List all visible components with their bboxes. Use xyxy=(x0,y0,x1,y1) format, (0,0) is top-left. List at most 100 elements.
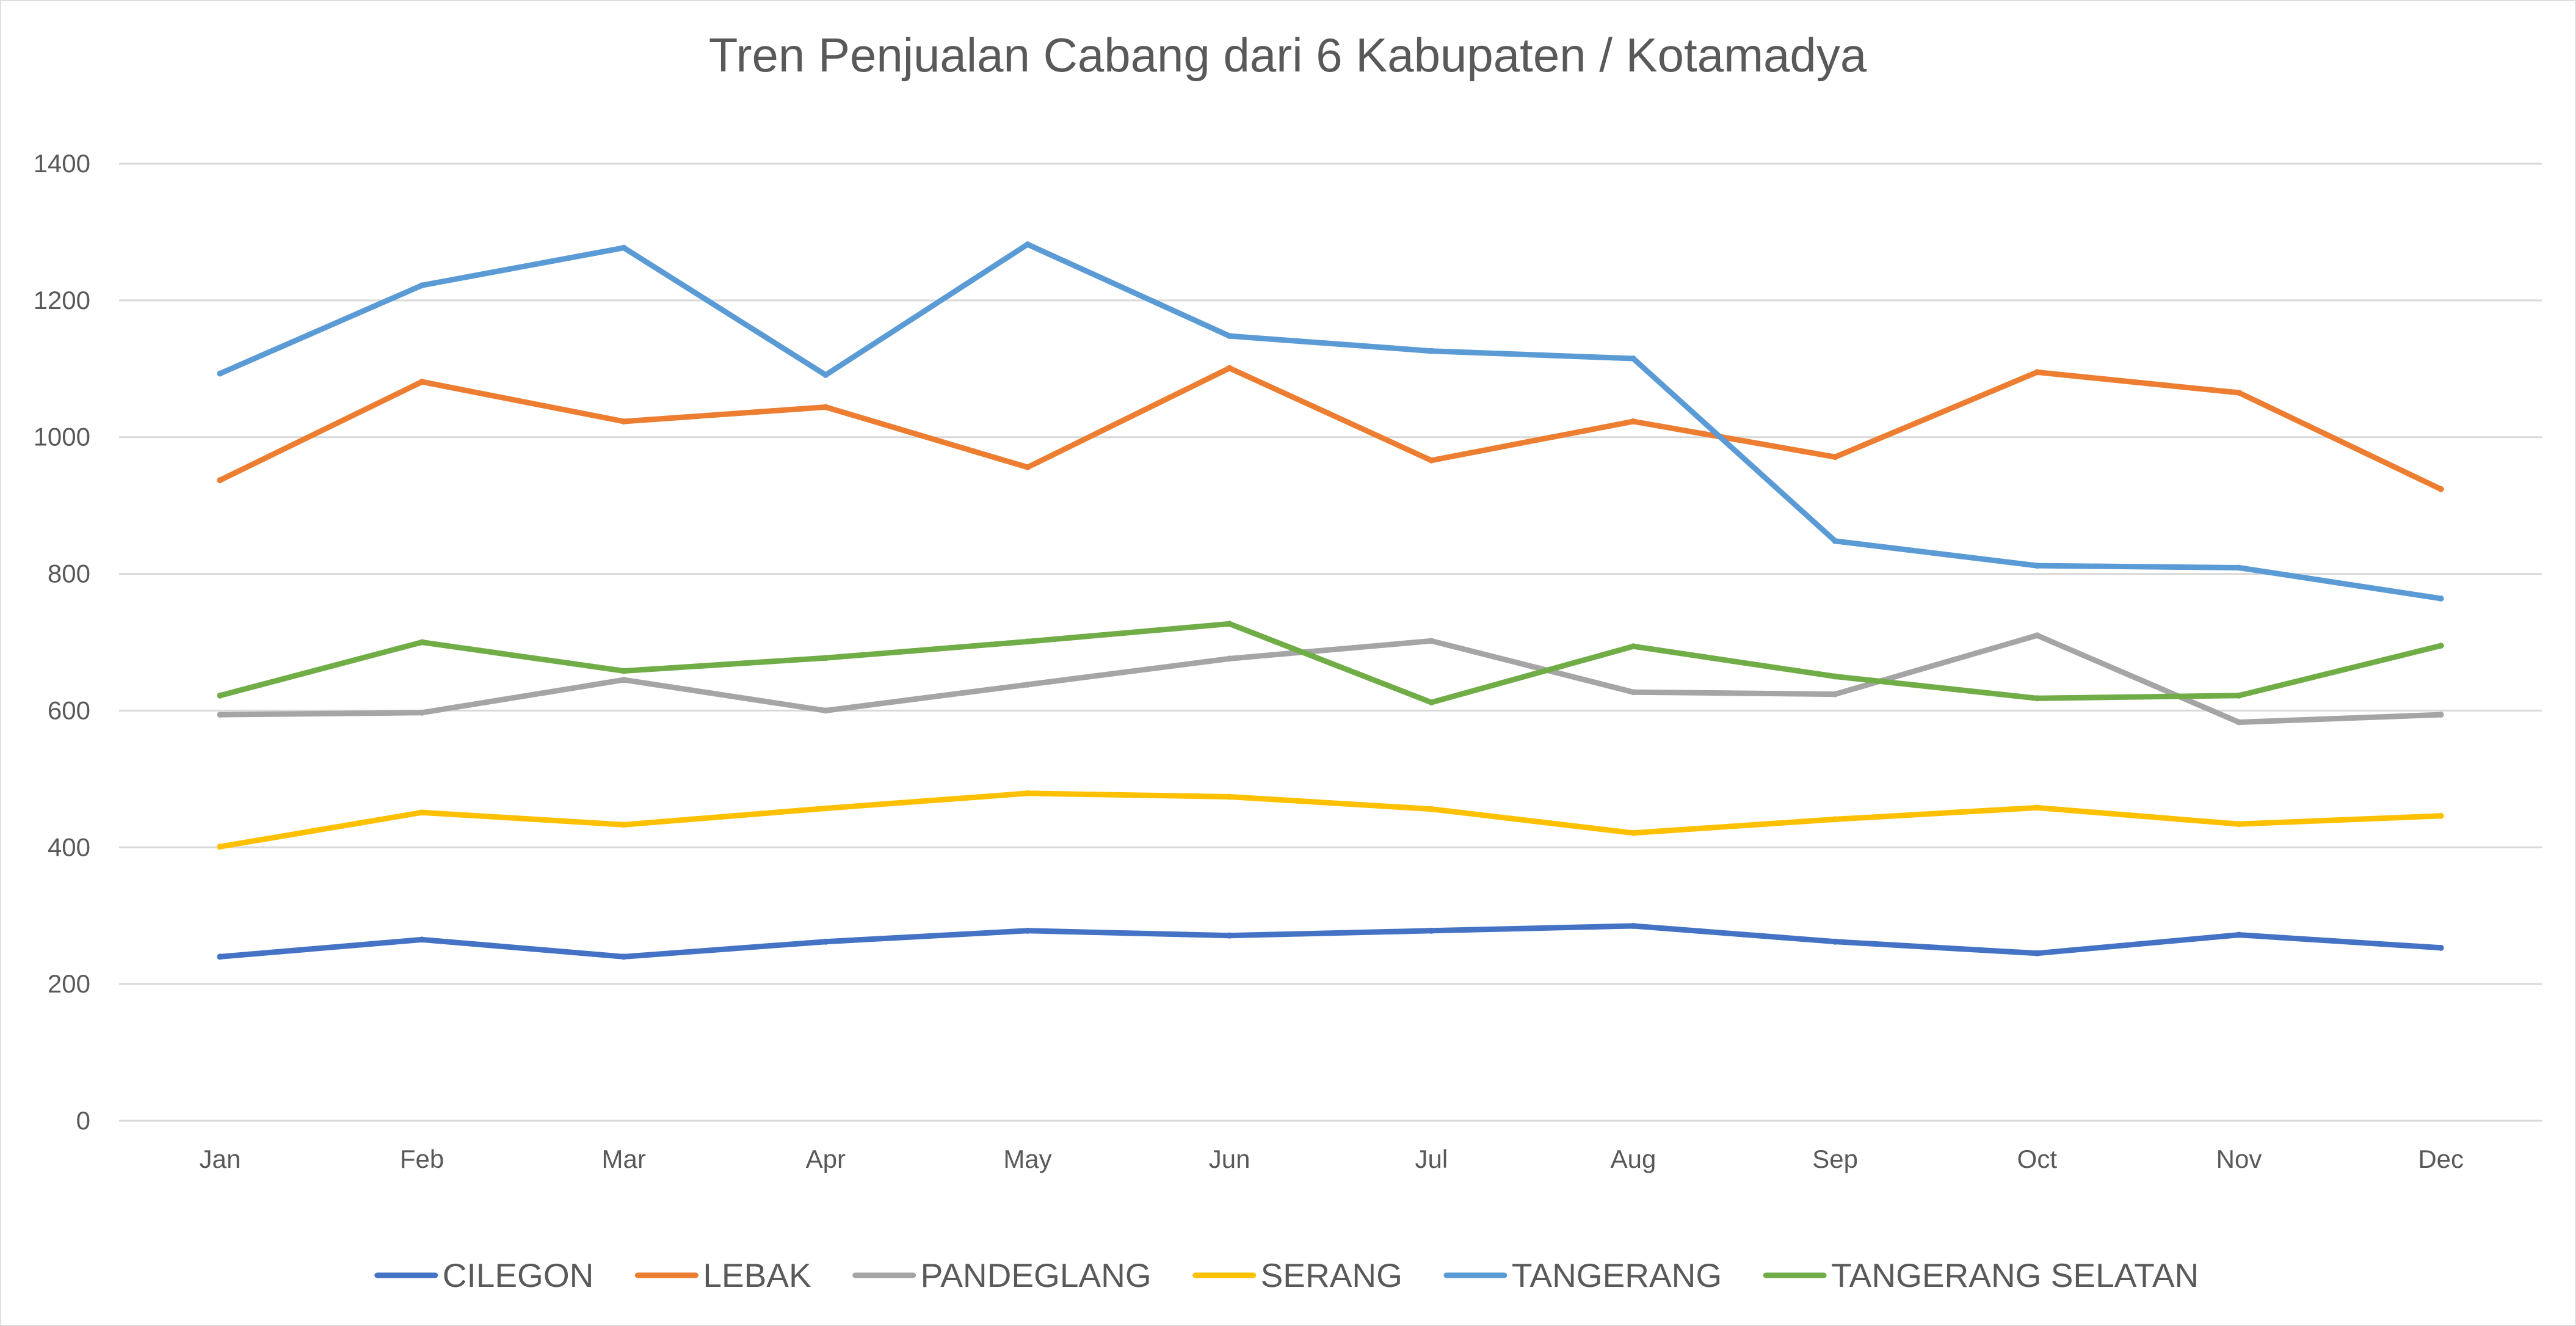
data-point xyxy=(419,639,425,646)
x-tick-label: Nov xyxy=(2216,1145,2262,1173)
data-point xyxy=(620,821,627,828)
series-line-lebak xyxy=(217,365,2444,492)
data-point xyxy=(2236,692,2242,699)
legend-label: CILEGON xyxy=(443,1256,594,1294)
data-point xyxy=(2236,389,2242,396)
y-tick-label: 1200 xyxy=(34,286,90,315)
data-point xyxy=(1428,348,1435,354)
data-point xyxy=(2236,719,2242,726)
data-point xyxy=(1428,457,1435,464)
data-point xyxy=(2034,563,2041,569)
x-tick-label: Jan xyxy=(199,1145,241,1173)
data-point xyxy=(2437,643,2444,649)
data-point xyxy=(419,936,425,943)
data-point xyxy=(1832,938,1838,945)
data-point xyxy=(1428,927,1435,934)
data-point xyxy=(620,668,627,674)
data-point xyxy=(620,953,627,960)
series-line-serang xyxy=(217,790,2444,850)
data-point xyxy=(1226,333,1233,340)
x-tick-label: Apr xyxy=(806,1145,846,1173)
data-point xyxy=(217,370,223,377)
data-point xyxy=(2437,486,2444,492)
data-point xyxy=(1630,643,1636,650)
y-tick-label: 600 xyxy=(48,696,90,724)
x-tick-label: May xyxy=(1003,1145,1051,1173)
y-axis-tick-labels: 0 200 400 600 800 1000 1200 1400 xyxy=(34,149,90,1135)
data-point xyxy=(2034,950,2041,956)
data-point xyxy=(2437,712,2444,718)
data-point xyxy=(1630,418,1636,424)
series-line-tangerang-selatan xyxy=(217,621,2444,705)
data-point xyxy=(822,371,829,378)
data-point xyxy=(2034,369,2041,376)
x-axis-tick-labels: Jan Feb Mar Apr May Jun Jul Aug Sep Oct Nov Dec xyxy=(199,1145,2464,1173)
data-point xyxy=(2437,812,2444,819)
data-point xyxy=(1832,816,1838,823)
data-point xyxy=(2236,564,2242,571)
data-point xyxy=(1630,355,1636,362)
legend-label: PANDEGLANG xyxy=(921,1256,1152,1294)
data-point xyxy=(1226,932,1233,939)
data-point xyxy=(1226,365,1233,371)
series-line-pandeglang xyxy=(217,632,2444,725)
data-point xyxy=(822,805,829,812)
series-line-cilegon xyxy=(217,923,2444,960)
data-point xyxy=(2236,931,2242,938)
chart-title: Tren Penjualan Cabang dari 6 Kabupaten /… xyxy=(709,28,1867,82)
data-point xyxy=(419,282,425,289)
data-point xyxy=(2437,595,2444,602)
data-point xyxy=(1630,689,1636,696)
x-tick-label: Sep xyxy=(1812,1145,1858,1173)
data-point xyxy=(1428,699,1435,705)
data-point xyxy=(1832,454,1838,461)
legend: CILEGON LEBAK PANDEGLANG SERANG TANGERANG TAN… xyxy=(374,1256,2199,1294)
data-point xyxy=(822,707,829,714)
x-tick-label: Mar xyxy=(601,1145,645,1173)
data-point xyxy=(1025,790,1031,796)
data-point xyxy=(419,379,425,385)
x-tick-label: Feb xyxy=(400,1145,444,1173)
legend-label: TANGERANG SELATAN xyxy=(1831,1256,2199,1294)
data-point xyxy=(822,655,829,661)
data-point xyxy=(1025,681,1031,688)
data-point xyxy=(2034,695,2041,702)
data-point xyxy=(620,418,627,424)
data-point xyxy=(1832,537,1838,544)
y-tick-label: 400 xyxy=(48,832,90,861)
x-tick-label: Jul xyxy=(1415,1145,1448,1173)
data-point xyxy=(217,953,223,960)
data-point xyxy=(1630,923,1636,930)
series-line-tangerang xyxy=(217,241,2444,602)
y-tick-label: 0 xyxy=(76,1106,90,1135)
x-tick-label: Oct xyxy=(2017,1145,2058,1173)
x-tick-label: Jun xyxy=(1209,1145,1250,1173)
series-lines xyxy=(217,241,2444,960)
data-point xyxy=(217,692,223,699)
y-tick-label: 1400 xyxy=(34,149,90,178)
data-point xyxy=(620,677,627,683)
data-point xyxy=(822,938,829,945)
y-tick-label: 200 xyxy=(48,969,90,998)
data-point xyxy=(1226,655,1233,662)
data-point xyxy=(2034,804,2041,811)
data-point xyxy=(1630,829,1636,836)
data-point xyxy=(1025,464,1031,470)
y-tick-label: 800 xyxy=(48,559,90,588)
data-point xyxy=(2437,944,2444,951)
x-tick-label: Aug xyxy=(1611,1145,1656,1173)
data-point xyxy=(1226,621,1233,627)
data-point xyxy=(1025,927,1031,934)
data-point xyxy=(1832,691,1838,698)
data-point xyxy=(217,477,223,484)
gridlines xyxy=(119,162,2542,1122)
data-point xyxy=(2236,821,2242,828)
data-point xyxy=(1025,241,1031,248)
y-tick-label: 1000 xyxy=(34,423,90,451)
data-point xyxy=(1025,638,1031,645)
data-point xyxy=(419,709,425,716)
x-tick-label: Dec xyxy=(2418,1145,2464,1173)
data-point xyxy=(1428,806,1435,812)
